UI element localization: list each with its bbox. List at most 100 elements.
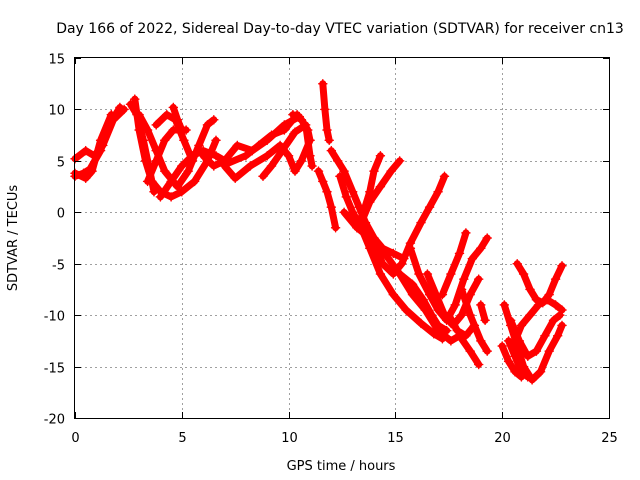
data-point-marker [277,145,287,156]
data-point-marker [181,125,191,135]
data-point-marker [377,258,388,269]
data-point-marker [523,351,533,362]
data-point-marker [211,135,221,146]
y-tick-label: -20 [44,413,65,428]
data-point-marker [245,161,255,171]
data-point-marker [189,176,200,187]
data-point-marker [454,248,465,259]
data-point-marker [258,171,268,182]
data-point-marker [405,243,416,254]
data-point-marker [219,161,230,171]
series-track-t11 [199,113,303,170]
data-point-marker [130,94,140,104]
data-point-marker [177,186,187,197]
data-point-marker [356,217,366,228]
data-point-marker [187,150,198,161]
data-point-marker [305,135,315,146]
data-point-marker [444,310,454,320]
data-point-marker [439,171,450,182]
series-track-t27 [445,311,478,340]
data-point-marker [401,305,411,315]
series-track-t15 [319,80,333,144]
data-point-marker [106,109,117,120]
data-point-marker [326,202,337,212]
data-point-marker [288,109,298,120]
data-point-marker [283,150,294,161]
data-point-marker [482,233,492,243]
plot-frame [74,57,610,419]
data-point-marker [424,202,435,212]
data-point-marker [525,310,535,320]
data-point-marker [544,346,554,356]
data-point-marker [159,166,170,176]
y-tick-label: 10 [48,104,65,119]
data-point-marker [461,330,471,341]
data-point-marker [508,341,518,351]
data-point-marker [456,284,467,295]
data-point-marker [303,125,313,135]
data-point-marker [525,284,535,295]
data-point-marker [437,289,448,300]
data-point-marker [407,279,418,290]
data-point-marker [394,156,405,166]
data-point-marker [162,109,172,120]
y-tick-label: 5 [57,156,65,171]
data-point-marker [324,135,334,146]
data-point-marker [552,330,563,341]
y-axis-label: SDTVAR / TECUs [6,185,21,292]
data-point-marker [544,289,554,300]
series-track-t23 [396,270,451,335]
data-point-marker [465,346,475,356]
data-point-marker [480,315,490,326]
data-point-marker [322,125,332,135]
data-point-marker [262,150,272,161]
data-point-marker [375,269,386,279]
data-point-marker [503,356,514,367]
data-point-marker [476,336,486,346]
data-point-marker [397,258,407,269]
data-point-marker [95,135,106,146]
x-tick-label: 10 [281,431,298,446]
data-point-marker [375,181,386,192]
data-point-marker [151,120,161,130]
data-point-marker [441,325,452,336]
data-point-marker [183,166,193,176]
y-tick-label: -10 [44,310,65,325]
data-point-marker [452,325,463,336]
data-point-marker [290,127,300,137]
data-point-marker [230,173,240,184]
data-point-marker [467,253,478,264]
data-point-marker [318,78,328,89]
data-point-marker [416,318,426,329]
data-series [70,78,567,385]
x-tick-label: 5 [178,431,186,446]
data-point-marker [516,372,527,382]
data-point-marker [426,310,437,320]
data-point-marker [194,140,204,151]
x-axis-label: GPS time / hours [287,459,396,474]
data-point-marker [330,222,341,233]
data-point-marker [505,315,516,326]
data-point-marker [414,269,424,279]
y-tick-label: 0 [57,207,65,222]
data-point-marker [318,176,328,187]
data-point-marker [279,120,290,130]
data-point-marker [241,150,251,161]
data-point-marker [422,269,433,279]
x-tick-label: 15 [387,431,404,446]
series-track-t22 [370,172,448,278]
data-point-marker [290,166,300,176]
data-point-marker [296,156,307,166]
data-point-marker [465,289,475,300]
data-point-marker [140,156,151,166]
series-track-t35 [498,342,525,381]
data-point-marker [247,145,258,156]
data-point-marker [177,161,187,171]
data-point-marker [416,217,426,228]
data-point-marker [557,261,567,271]
data-point-marker [142,176,153,187]
data-point-marker [347,207,358,218]
data-point-marker [418,294,428,305]
data-point-marker [510,366,520,377]
